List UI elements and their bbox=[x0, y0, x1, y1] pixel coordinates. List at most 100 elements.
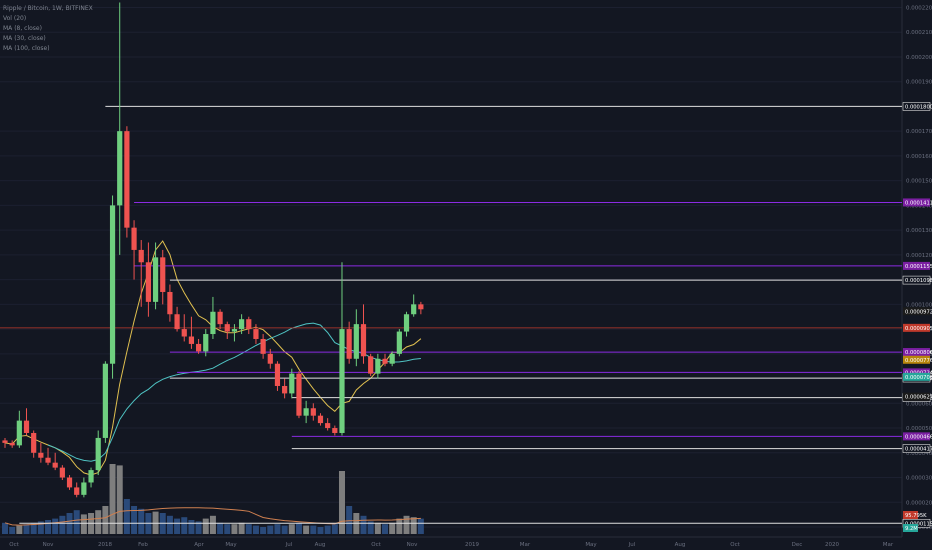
volume-bar bbox=[252, 525, 259, 534]
candle-body bbox=[360, 324, 367, 357]
candle-body bbox=[267, 353, 273, 364]
candle-body bbox=[31, 432, 37, 453]
level-price-text: 0.00001156 bbox=[905, 521, 932, 527]
volume-bar bbox=[45, 520, 52, 534]
volume-bar bbox=[231, 524, 238, 534]
price-tag bbox=[903, 355, 930, 364]
volume-bar bbox=[9, 527, 16, 534]
volume-bar bbox=[417, 518, 424, 534]
volume-bar bbox=[281, 525, 288, 534]
volume-ma-line bbox=[4, 507, 421, 526]
time-tick-label: 2019 bbox=[465, 542, 479, 548]
candle-body bbox=[353, 324, 359, 359]
volume-tag-text: 95.795K bbox=[905, 513, 927, 519]
price-tag-text: 0.00006270 bbox=[905, 395, 932, 401]
volume-bar bbox=[188, 520, 195, 534]
volume-bar bbox=[16, 525, 23, 534]
volume-bar bbox=[52, 518, 59, 534]
volume-bar bbox=[410, 517, 417, 534]
price-tag-text: 0.00008068 bbox=[905, 350, 932, 356]
indicator-ma100: MA (100, close) bbox=[3, 45, 50, 52]
candle-body bbox=[81, 482, 87, 495]
volume-bar bbox=[80, 514, 87, 534]
candle-body bbox=[95, 437, 101, 471]
candle-body bbox=[45, 457, 51, 463]
candle-body bbox=[282, 385, 288, 394]
volume-bar bbox=[317, 527, 324, 534]
candle-body bbox=[296, 373, 302, 416]
chart-legend: Ripple / Bitcoin, 1W, BITFINEX Vol (20) … bbox=[3, 4, 93, 54]
time-tick-label: May bbox=[585, 542, 597, 548]
volume-bar bbox=[338, 471, 345, 534]
time-tick-label: Oct bbox=[371, 542, 381, 548]
price-tick-label: 0.00001000 bbox=[906, 525, 932, 531]
candle-body bbox=[217, 311, 223, 325]
volume-bar bbox=[360, 515, 367, 534]
volume-bar bbox=[245, 524, 252, 534]
time-tick-label: Aug bbox=[315, 542, 326, 548]
candle-body bbox=[231, 329, 238, 332]
candle-body bbox=[382, 358, 388, 364]
candle-body bbox=[418, 304, 424, 310]
time-tick-label: 2020 bbox=[825, 542, 839, 548]
volume-bar bbox=[202, 518, 209, 534]
candle-body bbox=[59, 467, 65, 478]
level-price-text: 0.00004664 bbox=[905, 434, 932, 440]
volume-bar bbox=[389, 522, 396, 534]
volume-bar bbox=[37, 521, 44, 534]
level-price-tag bbox=[902, 275, 931, 285]
level-price-tag bbox=[903, 261, 930, 270]
level-price-tag bbox=[902, 444, 931, 453]
candle-body bbox=[396, 331, 402, 354]
candle-body bbox=[303, 408, 309, 416]
price-tag-text: 0.00009727 bbox=[905, 309, 932, 315]
candle-body bbox=[181, 329, 187, 337]
volume-bar bbox=[382, 524, 389, 534]
volume-bar bbox=[116, 465, 123, 534]
time-tick-label: Mar bbox=[883, 542, 894, 548]
candle-body bbox=[310, 408, 316, 416]
indicator-ma30: MA (30, close) bbox=[3, 35, 46, 42]
level-price-text: 0.00014119 bbox=[905, 200, 932, 206]
candle-body bbox=[203, 334, 209, 352]
price-tick-label: 0.00012000 bbox=[906, 253, 932, 259]
volume-bar bbox=[95, 510, 102, 534]
candle-body bbox=[368, 356, 374, 374]
volume-bar bbox=[274, 524, 281, 534]
candle-body bbox=[160, 257, 166, 292]
price-tick-label: 0.00015000 bbox=[906, 179, 932, 185]
time-tick-label: Oct bbox=[9, 542, 19, 548]
volume-bar bbox=[324, 525, 331, 534]
candle-body bbox=[117, 131, 123, 206]
volume-bar bbox=[102, 506, 109, 534]
price-tick-label: 0.00013000 bbox=[906, 228, 932, 234]
candle-body bbox=[411, 304, 417, 315]
indicator-volume: Vol (20) bbox=[3, 15, 27, 22]
volume-bar bbox=[288, 524, 295, 534]
time-tick-label: May bbox=[225, 542, 237, 548]
candle-body bbox=[102, 363, 108, 438]
candle-body bbox=[188, 336, 195, 344]
price-tag bbox=[903, 368, 930, 377]
price-tick-label: 0.00016000 bbox=[906, 154, 932, 160]
price-tag bbox=[903, 307, 930, 316]
candle-body bbox=[210, 311, 216, 335]
candle-body bbox=[38, 452, 44, 458]
price-tick-label: 0.00019000 bbox=[906, 80, 932, 86]
level-price-tag bbox=[903, 198, 930, 207]
volume-bar bbox=[138, 508, 145, 534]
candle-body bbox=[131, 227, 137, 250]
time-tick-label: Apr bbox=[194, 542, 204, 548]
volume-bar bbox=[123, 499, 130, 534]
time-tick-label: Oct bbox=[730, 542, 740, 548]
volume-bar bbox=[2, 522, 8, 534]
price-tag bbox=[903, 372, 930, 381]
candle-body bbox=[274, 363, 281, 386]
candle-body bbox=[289, 373, 295, 394]
candle-body bbox=[16, 420, 22, 446]
symbol-title: Ripple / Bitcoin, 1W, BITFINEX bbox=[3, 5, 93, 12]
